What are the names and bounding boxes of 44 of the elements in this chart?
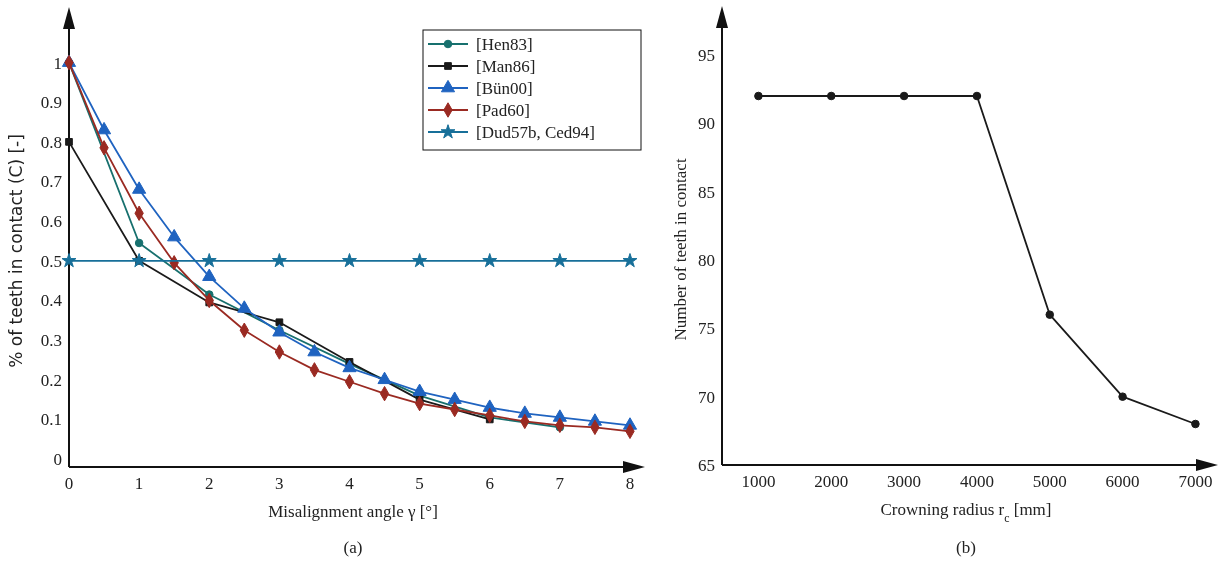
x-tick-label: 2 <box>205 474 214 493</box>
y-tick-label: 70 <box>698 387 715 407</box>
legend-label: [Dud57b, Ced94] <box>476 122 595 142</box>
x-axis-title: Crowning radius r$_{c}$ [mm] <box>880 500 1052 525</box>
y-tick-label: 0.5 <box>40 251 62 271</box>
x-tick-label: 5000 <box>1032 472 1067 491</box>
y-tick-label: 90 <box>698 114 715 134</box>
x-tick-label: 1000 <box>741 472 776 491</box>
y-axis-title: % of teeth in contact (C) [-] <box>6 134 26 368</box>
x-tick-label: 1 <box>134 474 144 493</box>
y-axis-title: Number of teeth in contact <box>671 158 690 341</box>
x-tick-label: 3000 <box>887 472 922 491</box>
x-tick-label: 4 <box>345 474 355 493</box>
y-tick-label: 1 <box>53 53 62 73</box>
x-tick-label: 2000 <box>814 472 849 491</box>
y-tick-label: 0.3 <box>40 331 62 351</box>
x-tick-label: 6 <box>485 474 494 493</box>
y-tick-label: 0.9 <box>40 93 62 113</box>
x-tick-label: 8 <box>625 474 635 493</box>
y-tick-label: 0.2 <box>40 370 62 390</box>
y-tick-label: 95 <box>698 45 715 65</box>
x-tick-label: 7 <box>555 474 565 493</box>
x-tick-label: 4000 <box>959 472 994 491</box>
x-tick-label: 5 <box>415 474 424 493</box>
x-tick-label: 7000 <box>1178 472 1213 491</box>
y-tick-label: 0.6 <box>40 212 62 232</box>
y-tick-label: 0 <box>53 450 62 470</box>
y-tick-label: 0.4 <box>40 291 63 311</box>
y-tick-label: 75 <box>698 319 715 339</box>
text: (a) <box>343 538 363 557</box>
y-tick-label: 0.1 <box>40 410 62 430</box>
y-tick-label: 80 <box>698 250 715 270</box>
text: (b) <box>956 538 976 557</box>
x-tick-label: 3 <box>275 474 284 493</box>
y-tick-label: 65 <box>698 455 715 475</box>
y-tick-label: 0.7 <box>40 172 63 192</box>
x-axis-title: Misalignment angle γ [°] <box>268 502 438 521</box>
legend-label: [Hen83] <box>476 34 533 54</box>
y-tick-label: 0.8 <box>40 132 62 152</box>
y-tick-label: 85 <box>698 182 715 202</box>
x-tick-label: 6000 <box>1105 472 1140 491</box>
legend-label: [Pad60] <box>476 100 530 120</box>
legend-label: [Bün00] <box>476 78 533 98</box>
legend-label: [Man86] <box>476 56 536 76</box>
